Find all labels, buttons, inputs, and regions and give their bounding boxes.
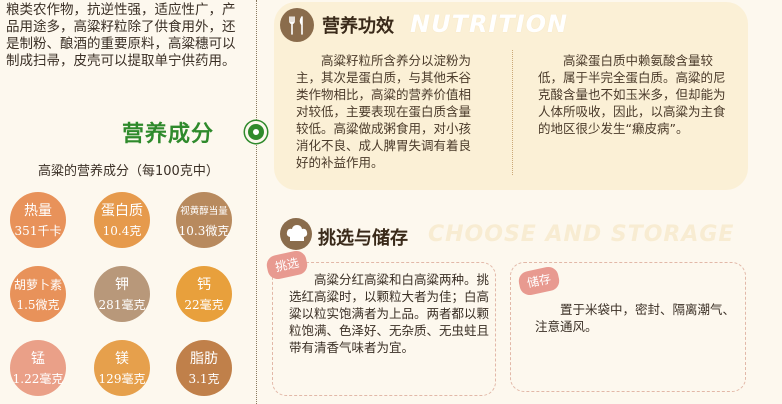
nutrient-name: 视黄醇当量 — [180, 206, 228, 217]
nutrient-circle-calories: 热量 351千卡 — [10, 192, 66, 248]
nutrient-circle-retinol: 视黄醇当量 10.3微克 — [176, 192, 232, 248]
nutrient-name: 热量 — [24, 203, 52, 219]
column-divider — [256, 0, 257, 404]
nutrient-name: 蛋白质 — [101, 203, 143, 219]
nutrient-value: 22毫克 — [184, 298, 224, 312]
nutrient-value: 1.22毫克 — [12, 372, 64, 386]
nutrient-name: 锰 — [31, 351, 45, 367]
nutrient-value: 10.4克 — [102, 224, 142, 238]
nutrient-value: 351千卡 — [14, 224, 62, 238]
nutrient-value: 10.3微克 — [178, 224, 230, 238]
nutrient-circle-magnesium: 镁 129毫克 — [94, 340, 150, 396]
storage-card: 储存 置于米袋中，密封、隔离潮气、注意通风。 — [510, 262, 746, 392]
nutrient-name: 镁 — [115, 351, 129, 367]
nutrient-circle-calcium: 钙 22毫克 — [176, 266, 232, 322]
nutrient-value: 129毫克 — [98, 372, 146, 386]
nutrient-name: 钾 — [115, 277, 129, 293]
pick-text: 高粱分红高粱和白高粱两种。挑选红高粱时，以颗粒大者为佳；白高粱以粒实饱满者为上品… — [289, 272, 490, 355]
choose-storage-heading-en: CHOOSE AND STORAGE — [428, 222, 735, 247]
storage-tag: 储存 — [516, 265, 562, 297]
nutrient-circle-fat: 脂肪 3.1克 — [176, 340, 232, 396]
nutrition-panel — [274, 2, 748, 190]
nutrient-name: 脂肪 — [190, 351, 218, 367]
nutrient-value: 281毫克 — [98, 298, 146, 312]
nutrition-heading: 营养功效 — [322, 16, 394, 37]
nutrition-text-left: 高粱籽粒所含养分以淀粉为主，其次是蛋白质，与其他禾谷类作物相比，高粱的营养价值相… — [296, 53, 472, 170]
fork-spoon-icon — [280, 8, 314, 42]
nutrition-divider — [512, 50, 513, 175]
intro-text: 粮类农作物，抗逆性强，适应性广，产品用途多，高粱籽粒除了供食用外，还是制粉、酿酒… — [6, 2, 236, 69]
nutrient-circle-protein: 蛋白质 10.4克 — [94, 192, 150, 248]
nutrient-circle-carotene: 胡萝卜素 1.5微克 — [10, 266, 66, 322]
nutrient-value: 3.1克 — [188, 372, 220, 386]
nutrient-value: 1.5微克 — [16, 298, 60, 312]
nutrition-text-right: 高粱蛋白质中赖氨酸含量较低，属于半完全蛋白质。高粱的尼克酸含量也不如玉米多，但却… — [538, 53, 726, 136]
title-bullet-icon — [245, 121, 267, 143]
chef-hat-icon — [280, 218, 312, 250]
per-100g-caption: 高粱的营养成分（每100克中） — [38, 164, 219, 179]
nutrient-name: 胡萝卜素 — [13, 278, 62, 292]
pick-card: 挑选 高粱分红高粱和白高粱两种。挑选红高粱时，以颗粒大者为佳；白高粱以粒实饱满者… — [264, 249, 496, 396]
nutrient-name: 钙 — [197, 277, 211, 293]
choose-storage-heading: 挑选与储存 — [318, 228, 408, 249]
nutrition-facts-title: 营养成分 — [122, 122, 215, 147]
nutrition-heading-en: NUTRITION — [410, 10, 569, 38]
nutrient-circle-manganese: 锰 1.22毫克 — [10, 340, 66, 396]
storage-text: 置于米袋中，密封、隔离潮气、注意通风。 — [535, 302, 736, 334]
nutrient-circle-potassium: 钾 281毫克 — [94, 266, 150, 322]
